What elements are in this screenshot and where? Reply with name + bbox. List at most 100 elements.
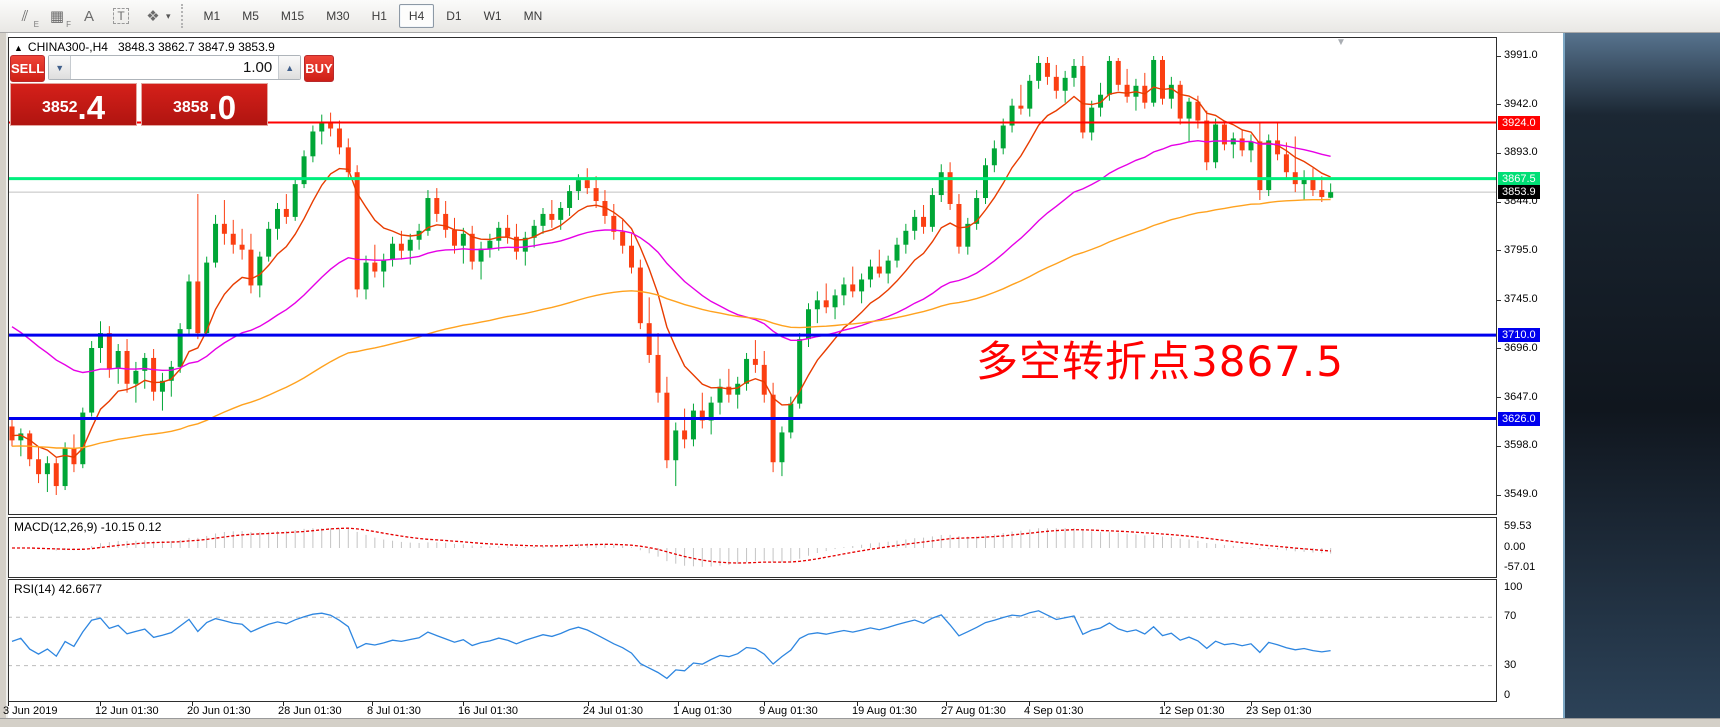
time-axis-label: 20 Jun 01:30: [187, 705, 251, 717]
price-badge: 3626.0: [1498, 411, 1540, 426]
price-axis-tick: [1497, 250, 1501, 252]
window-bottom-frame: [0, 718, 1720, 727]
time-axis-label: 9 Aug 01:30: [759, 705, 818, 717]
price-badge: 3853.9: [1498, 185, 1540, 200]
toolbar-separator: [180, 4, 183, 28]
time-axis-label: 24 Jul 01:30: [583, 705, 643, 717]
timeframe-button-mn[interactable]: MN: [523, 9, 543, 23]
time-axis-label: 28 Jun 01:30: [278, 705, 342, 717]
volume-spinner: ▼ ▲: [48, 55, 302, 80]
timeframe-button-w1[interactable]: W1: [483, 9, 502, 23]
macd-axis-label: 0.00: [1504, 541, 1526, 553]
timeframe-buttons: M1 M5 M15 M30 H1 H4 D1 W1 MN: [193, 4, 554, 28]
symbol-period-label: CHINA300-,H4: [27, 40, 108, 54]
text-box-icon[interactable]: T: [106, 4, 136, 28]
sell-price-display[interactable]: 3852.4: [10, 83, 137, 126]
price-axis-label: 3991.0: [1504, 49, 1538, 61]
timeframe-button-m5[interactable]: M5: [242, 9, 259, 23]
buy-price-main: 3858: [172, 99, 209, 116]
time-axis-tick: [192, 702, 193, 706]
time-axis-label: 16 Jul 01:30: [458, 705, 518, 717]
price-axis-column[interactable]: [1497, 33, 1563, 718]
time-axis-tick: [946, 702, 947, 706]
rsi-panel[interactable]: [8, 579, 1497, 702]
time-axis-label: 23 Sep 01:30: [1246, 705, 1312, 717]
sell-price-main: 3852: [41, 99, 78, 116]
price-axis-label: 3795.0: [1504, 243, 1538, 256]
rsi-indicator-label: RSI(14) 42.6677: [14, 582, 103, 596]
time-axis-label: 8 Jul 01:30: [367, 705, 421, 717]
toolbar-icons: ⫽ E ▦ F A T ❖ ▾: [10, 4, 175, 30]
macd-axis-label: -57.01: [1504, 561, 1536, 574]
arrow-objects-icon[interactable]: ❖: [146, 8, 160, 25]
time-axis-tick: [463, 702, 464, 706]
chart-annotation-text: 多空转折点3867.5: [976, 337, 1344, 386]
time-axis-tick: [588, 702, 589, 706]
right-dock-panel: [1563, 33, 1720, 718]
rsi-axis-label: 100: [1504, 581, 1523, 593]
time-axis-tick: [678, 702, 679, 706]
toolbar: ⫽ E ▦ F A T ❖ ▾ M1 M5 M15 M30 H1 H4 D1 W1 MN: [0, 0, 1720, 33]
price-badge: 3924.0: [1498, 115, 1540, 130]
volume-decrease-button[interactable]: ▼: [49, 56, 72, 79]
draw-hatch-icon[interactable]: ⫽ E: [21, 7, 39, 30]
time-axis-tick: [8, 702, 9, 706]
price-axis-tick: [1497, 445, 1501, 447]
price-axis-label: 3647.0: [1504, 390, 1538, 403]
rsi-axis-label: 0: [1504, 689, 1511, 701]
price-axis-tick: [1497, 104, 1501, 106]
time-axis-label: 19 Aug 01:30: [852, 705, 917, 717]
macd-axis-label: 59.53: [1504, 520, 1532, 532]
time-axis-label: 4 Sep 01:30: [1024, 705, 1084, 717]
price-axis-label: 3696.0: [1504, 341, 1538, 354]
price-axis-label: 3942.0: [1504, 97, 1538, 110]
time-axis-tick: [1251, 702, 1252, 706]
time-axis-label: 3 Jun 2019: [3, 705, 58, 717]
sell-price-big-digit: .4: [77, 89, 106, 126]
time-axis-label: 12 Sep 01:30: [1159, 705, 1225, 717]
buy-button[interactable]: BUY: [304, 55, 334, 82]
grid-icon[interactable]: ▦ F: [49, 8, 71, 29]
timeframe-button-d1[interactable]: D1: [446, 9, 462, 23]
price-axis-tick: [1497, 152, 1501, 154]
buy-price-display[interactable]: 3858.0: [141, 83, 268, 126]
time-axis-tick: [764, 702, 765, 706]
rsi-axis-label: 70: [1504, 610, 1517, 623]
price-axis-label: 3549.0: [1504, 488, 1538, 500]
price-axis-tick: [1497, 397, 1501, 399]
time-axis-tick: [100, 702, 101, 706]
time-axis-tick: [1164, 702, 1165, 706]
price-axis-tick: [1497, 201, 1501, 203]
timeframe-button-h4[interactable]: H4: [398, 4, 435, 28]
timeframe-button-m1[interactable]: M1: [203, 9, 221, 23]
time-axis-tick: [857, 702, 858, 706]
dropdown-caret-icon[interactable]: ▾: [166, 10, 171, 21]
price-axis-label: 3598.0: [1504, 439, 1538, 452]
time-axis-label: 1 Aug 01:30: [673, 705, 732, 717]
ohlc-values: 3848.3 3862.7 3847.9 3853.9: [117, 40, 275, 54]
price-badge: 3867.5: [1498, 171, 1540, 186]
time-axis-label: 12 Jun 01:30: [95, 705, 159, 717]
macd-indicator-label: MACD(12,26,9) -10.15 0.12: [14, 520, 162, 534]
autoscroll-marker-icon[interactable]: ▼: [1336, 37, 1346, 48]
collapse-arrow-icon[interactable]: ▲: [14, 43, 23, 53]
text-label-icon[interactable]: A: [83, 7, 94, 25]
price-axis-tick: [1497, 299, 1501, 301]
volume-input[interactable]: [71, 56, 279, 79]
timeframe-button-m30[interactable]: M30: [326, 9, 350, 23]
macd-panel[interactable]: [8, 517, 1497, 578]
price-axis-tick: [1497, 55, 1501, 57]
sell-button[interactable]: SELL: [10, 55, 46, 82]
time-axis-tick: [372, 702, 373, 706]
buy-price-big-digit: .0: [208, 89, 237, 126]
price-chart[interactable]: [8, 37, 1497, 515]
volume-increase-button[interactable]: ▲: [278, 56, 301, 79]
time-axis-tick: [1029, 702, 1030, 706]
timeframe-button-h1[interactable]: H1: [371, 9, 387, 23]
time-axis-label: 27 Aug 01:30: [941, 705, 1006, 717]
timeframe-button-m15[interactable]: M15: [280, 9, 305, 23]
price-axis-label: 3893.0: [1504, 146, 1538, 159]
time-axis-tick: [283, 702, 284, 706]
price-badge: 3710.0: [1498, 328, 1540, 343]
